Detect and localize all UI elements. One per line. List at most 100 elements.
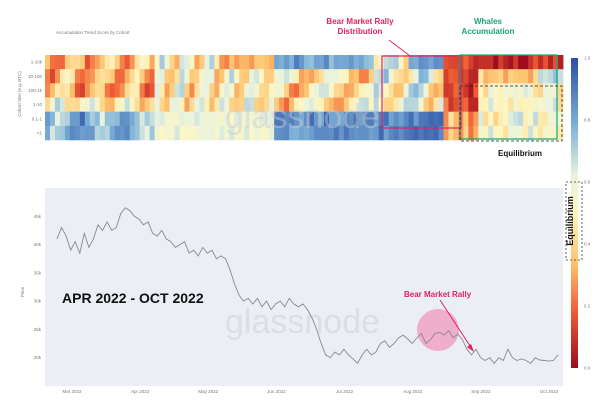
heatmap-cell [478, 111, 484, 127]
heatmap-cell [74, 125, 81, 141]
heatmap-cell [279, 69, 285, 84]
heatmap-cell [154, 69, 160, 84]
heatmap-cell [149, 111, 155, 127]
bear-rally-arrow [439, 299, 473, 350]
heatmap-cell [318, 125, 325, 141]
heatmap-cell [398, 83, 405, 98]
heatmap-cell [508, 111, 514, 127]
heatmap-cell [189, 125, 195, 141]
heatmap-cell [338, 111, 345, 127]
heatmap-cell [109, 83, 116, 98]
heatmap-cell [84, 111, 91, 127]
heatmap-cell [134, 55, 141, 70]
heatmap-cell [184, 97, 190, 112]
heatmap-cell [249, 55, 255, 70]
heatmap-cell [368, 97, 375, 112]
price-x-tick-label: Jun 2022 [267, 389, 286, 394]
heatmap-cell [69, 125, 76, 141]
heatmap-cell [443, 97, 449, 112]
heatmap-cell [49, 125, 56, 141]
heatmap-cell [264, 69, 270, 84]
heatmap-cell [468, 97, 474, 112]
heatmap-cell [99, 97, 106, 112]
heatmap-cell [54, 69, 61, 84]
heatmap-cell [74, 69, 81, 84]
heatmap-cell [259, 83, 265, 98]
heatmap-cell [483, 83, 489, 98]
heatmap-cell [244, 83, 250, 98]
heatmap-cell [214, 111, 220, 127]
heatmap-cell [483, 125, 489, 141]
heatmap-cell [473, 125, 479, 141]
heatmap-cell [99, 83, 106, 98]
heatmap-row-label: 10-100 [28, 74, 43, 79]
heatmap-cell [453, 83, 459, 98]
heatmap-cell [144, 69, 150, 84]
heatmap-cell [488, 125, 494, 141]
heatmap-cell [488, 55, 494, 70]
heatmap-cell [294, 125, 300, 141]
heatmap-cell [373, 55, 380, 70]
heatmap-cell [533, 111, 539, 127]
heatmap-cell [59, 97, 66, 112]
heatmap-cell [363, 69, 370, 84]
heatmap-cell [304, 69, 310, 84]
heatmap-cell [413, 55, 419, 70]
heatmap-cell [159, 83, 165, 98]
heatmap-cell [533, 125, 539, 141]
heatmap-cell [64, 111, 71, 127]
heatmap-cell [304, 55, 310, 70]
heatmap-cell [154, 83, 160, 98]
heatmap-cell [179, 83, 185, 98]
heatmap-cell [328, 125, 335, 141]
heatmap-cell [333, 125, 340, 141]
heatmap-cell [169, 125, 175, 141]
heatmap-cell [45, 111, 51, 127]
heatmap-cell [503, 97, 509, 112]
heatmap-cell [159, 111, 165, 127]
heatmap-cell [224, 125, 230, 141]
heatmap-cell [338, 55, 345, 70]
heatmap-cell [144, 83, 150, 98]
heatmap-cell [433, 111, 439, 127]
heatmap-cell [219, 111, 225, 127]
heatmap-cell [134, 69, 141, 84]
heatmap-cell [169, 55, 175, 70]
whales-accumulation-label: Whales Accumulation [462, 17, 515, 36]
heatmap-cell [423, 97, 429, 112]
heatmap-cell [313, 55, 320, 70]
heatmap-cell [518, 69, 524, 84]
heatmap-cell [418, 69, 424, 84]
heatmap-cell [209, 69, 215, 84]
price-y-tick-label: 45k [34, 214, 42, 219]
heatmap-cell [348, 69, 355, 84]
heatmap-cell [548, 111, 554, 127]
heatmap-cell [558, 125, 564, 141]
heatmap-cell [114, 97, 121, 112]
heatmap-cell [264, 125, 270, 141]
heatmap-cell [159, 55, 165, 70]
heatmap-cell [363, 83, 370, 98]
heatmap-cell [284, 83, 290, 98]
heatmap-cells [45, 55, 564, 141]
heatmap-cell [174, 111, 180, 127]
heatmap-cell [503, 69, 509, 84]
heatmap-cell [134, 83, 141, 98]
heatmap-cell [323, 55, 330, 70]
heatmap-cell [308, 55, 315, 70]
heatmap-cell [74, 83, 81, 98]
heatmap-cell [328, 55, 335, 70]
heatmap-cell [54, 125, 61, 141]
heatmap-cell [538, 83, 544, 98]
heatmap-cell [328, 111, 335, 127]
heatmap-cell [139, 55, 146, 70]
rally-distribution-label: Bear Market Rally Distribution [326, 17, 394, 36]
heatmap-cell [433, 69, 439, 84]
heatmap-cell [49, 111, 56, 127]
heatmap-cell [398, 111, 405, 127]
heatmap-cell [204, 55, 210, 70]
heatmap-cell [259, 111, 265, 127]
price-y-tick-label: 20k [34, 355, 42, 360]
heatmap-cell [279, 83, 285, 98]
